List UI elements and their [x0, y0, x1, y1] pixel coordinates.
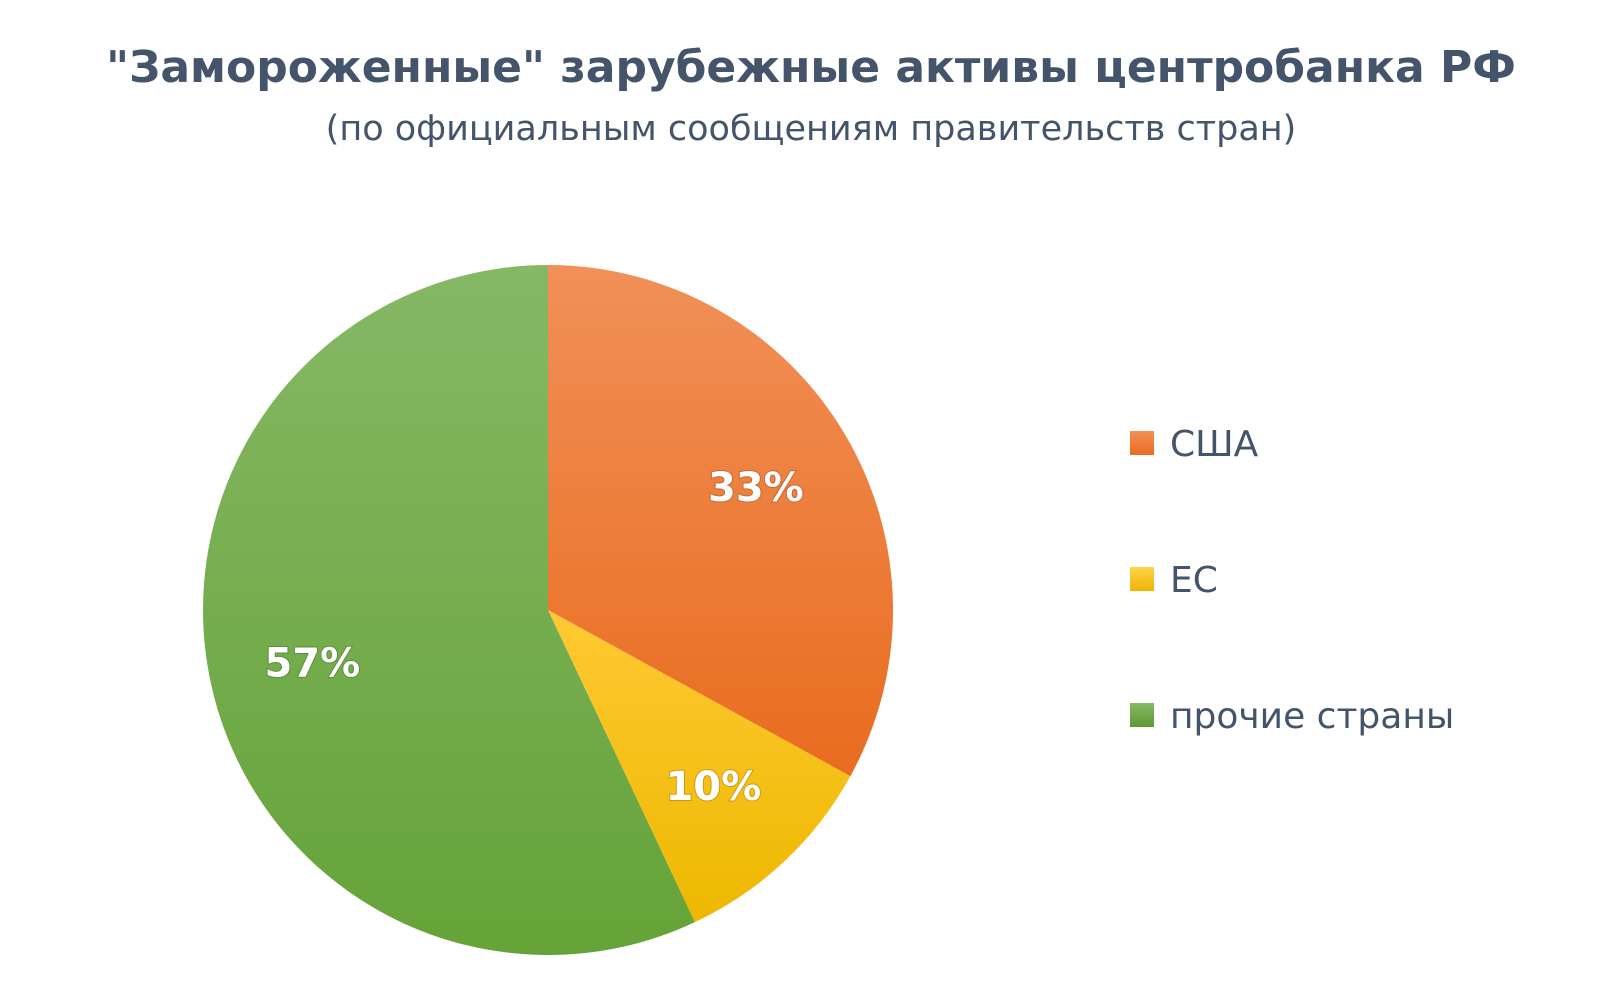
- legend-swatch: [1130, 703, 1154, 727]
- pie-slice-other-countries: [203, 265, 695, 955]
- data-label-usa: 33%: [708, 465, 804, 511]
- legend-item-other-countries: прочие страны: [1130, 696, 1454, 737]
- legend-label: прочие страны: [1170, 696, 1454, 737]
- legend-item-eu: ЕС: [1130, 560, 1218, 601]
- pie-slice-usa: [548, 265, 893, 777]
- pie-slices: [203, 265, 893, 955]
- data-label-eu: 10%: [665, 764, 761, 810]
- data-label-other-countries: 57%: [264, 641, 360, 687]
- chart-subtitle: (по официальным сообщениям правительств …: [326, 109, 1297, 149]
- legend-swatch: [1130, 431, 1154, 455]
- data-labels: 33% 10% 57%: [263, 464, 804, 811]
- legend-label: США: [1170, 424, 1259, 465]
- legend-swatch: [1130, 567, 1154, 591]
- legend: США ЕС прочие страны: [1130, 424, 1454, 737]
- chart-title: "Замороженные" зарубежные активы центроб…: [106, 42, 1516, 93]
- legend-label: ЕС: [1170, 560, 1218, 601]
- legend-item-usa: США: [1130, 424, 1259, 465]
- pie-slice-eu: [548, 610, 851, 923]
